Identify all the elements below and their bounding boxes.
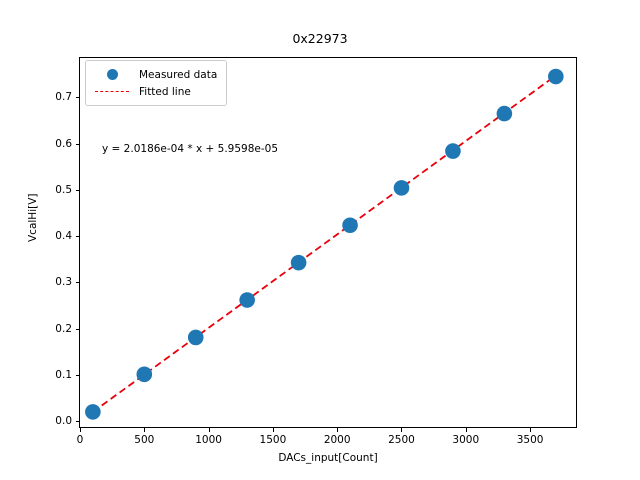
legend-label-fitted-line: Fitted line [139,85,191,98]
x-tick-mark [530,428,532,432]
y-tick-label: 0.0 [55,415,72,428]
x-tick-label: 1500 [259,434,287,446]
chart-title: 0x22973 [292,31,348,46]
fit-equation-annotation: y = 2.0186e-04 * x + 5.9598e-05 [102,143,278,155]
y-tick-mark [75,375,79,376]
x-tick-mark [208,428,210,432]
y-tick-label: 0.4 [55,230,72,243]
x-tick-mark [337,428,339,432]
y-tick-mark [75,189,79,191]
y-tick-mark [75,143,79,145]
plot-area [79,57,577,428]
x-tick-mark [144,428,146,432]
y-tick-label: 0.1 [55,369,72,381]
circle-marker-icon [93,69,131,80]
fitted-line [92,74,557,413]
measured-data-points [85,68,564,420]
y-tick-label: 0.7 [55,91,72,104]
legend-label-measured-data: Measured data [139,68,218,81]
x-tick-label: 0 [76,434,84,446]
legend-entry-measured-data: Measured data [93,66,217,83]
dashed-line-icon [93,91,131,92]
y-tick-mark [75,421,79,423]
y-tick-label: 0.6 [55,137,72,150]
x-tick-label: 2500 [388,434,415,446]
x-tick-mark [401,428,403,432]
plot-canvas [85,68,564,420]
x-tick-mark [272,428,274,432]
x-tick-label: 3500 [516,434,544,446]
y-axis-label: VcalHi[V] [27,193,39,243]
y-tick-label: 0.2 [55,322,72,335]
y-tick-mark [75,282,79,284]
x-tick-label: 2000 [323,434,351,446]
x-tick-mark [465,428,467,432]
legend-entry-fitted-line: Fitted line [93,83,217,100]
y-tick-mark [75,97,79,99]
y-tick-label: 0.5 [55,183,72,196]
x-tick-mark [80,428,81,432]
x-tick-label: 1000 [195,434,222,446]
y-tick-mark [75,236,79,238]
x-axis-label: DACs_input[Count] [278,452,378,464]
y-tick-label: 0.3 [55,276,72,289]
chart-legend: Measured data Fitted line [85,60,228,106]
y-tick-mark [75,328,79,330]
x-tick-label: 3000 [452,434,480,446]
x-tick-label: 500 [134,434,155,446]
